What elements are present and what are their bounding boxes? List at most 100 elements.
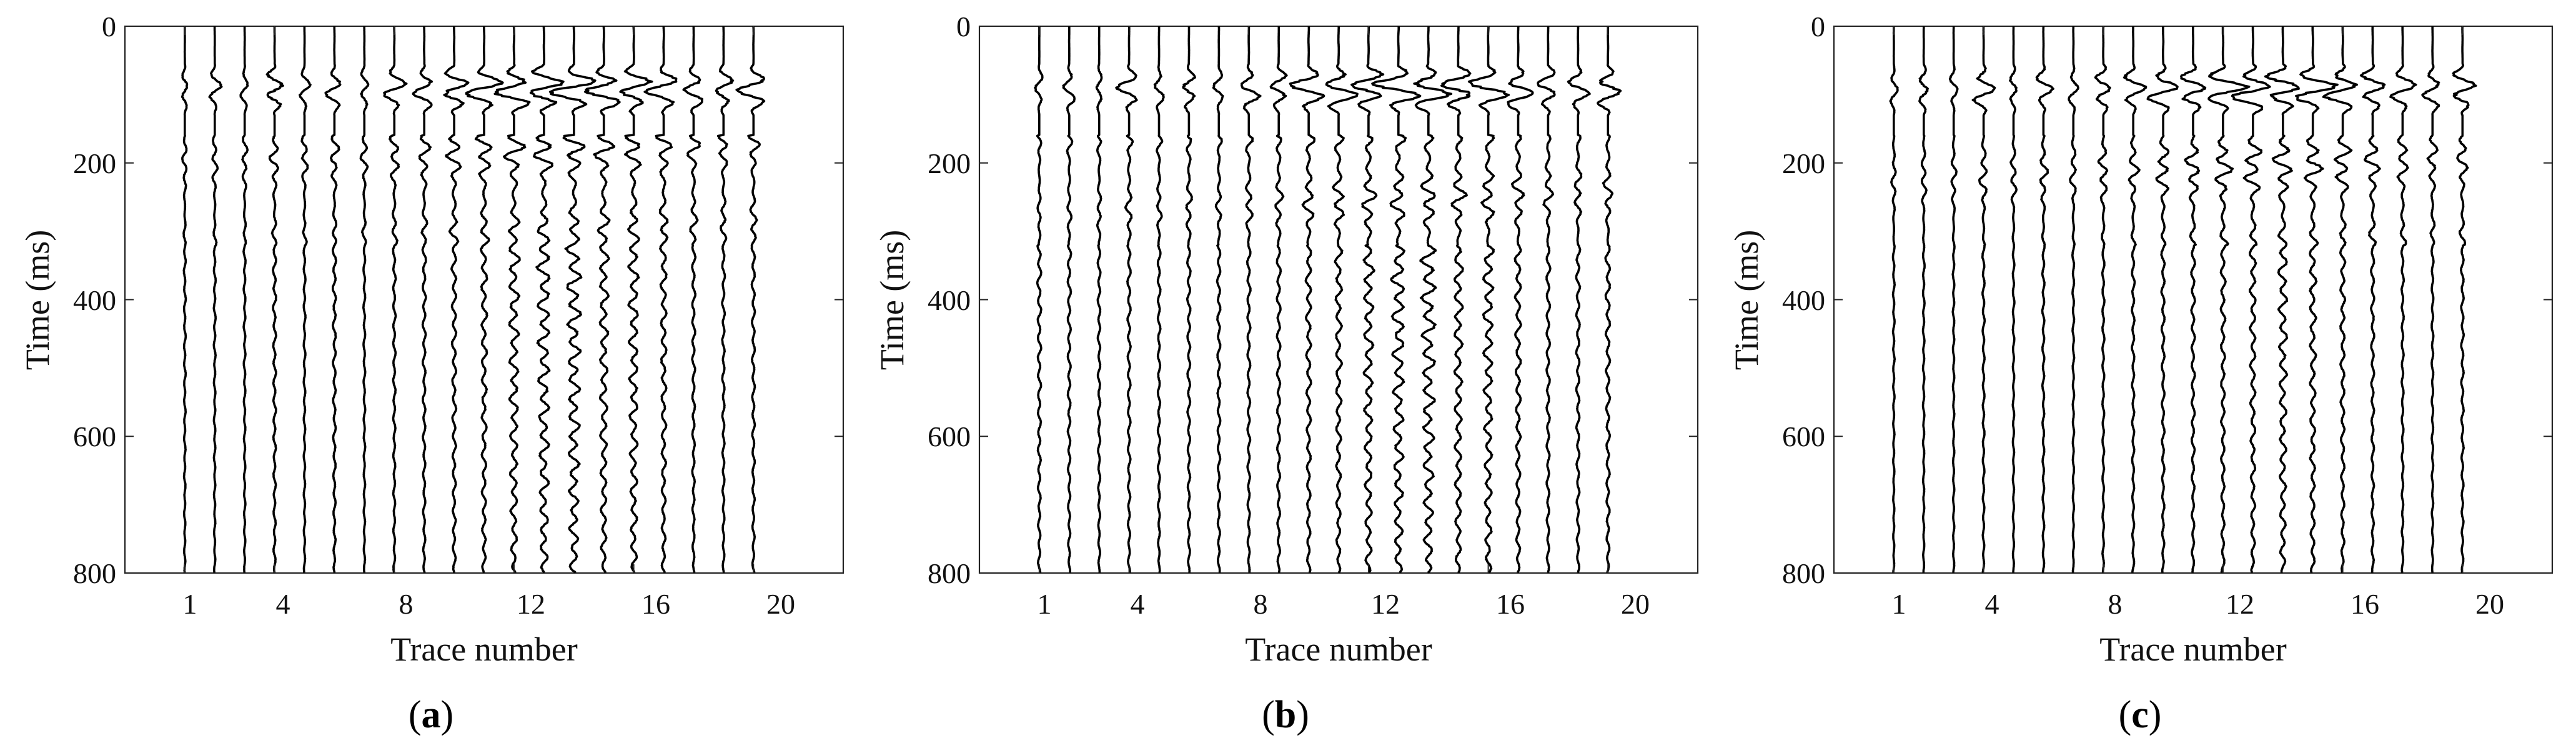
panel-label: (b)	[1262, 694, 1309, 736]
seismic-trace-7	[359, 26, 370, 573]
seismic-trace-3	[239, 26, 249, 573]
seismic-trace-5	[2009, 26, 2018, 573]
y-tick-labels: 0 200 400 600 800	[928, 11, 971, 589]
seismic-trace-11	[465, 26, 504, 574]
x-tick-labels: 1 4 8 12 16 20	[1892, 588, 2505, 620]
x-tick-label: 1	[183, 588, 197, 620]
seismic-trace-4	[1115, 26, 1138, 573]
seismic-trace-10	[2146, 26, 2179, 573]
seismic-trace-9	[2123, 26, 2147, 573]
seismic-trace-12	[493, 26, 531, 574]
panel-b: 0 200 400 600 800 1 4 8 12 16 20 Trace n…	[873, 11, 1699, 736]
x-axis-title: Trace number	[390, 631, 577, 668]
x-tick-label: 20	[2475, 588, 2504, 620]
seismic-trace-15	[2295, 26, 2339, 574]
seismic-trace-4	[265, 26, 284, 573]
seismic-trace-18	[2389, 26, 2417, 573]
seismic-trace-20	[1597, 26, 1622, 574]
y-axis-title: Time (ms)	[873, 230, 911, 371]
seismic-trace-1	[181, 26, 189, 573]
seismic-trace-5	[299, 26, 312, 573]
x-tick-label: 16	[2351, 588, 2379, 620]
seismic-trace-14	[548, 26, 597, 574]
seismic-trace-18	[1537, 26, 1556, 573]
x-tick-label: 4	[276, 588, 290, 620]
seismic-trace-8	[2094, 26, 2111, 573]
seismic-trace-10	[443, 26, 470, 574]
x-tick-label: 4	[1131, 588, 1145, 620]
seismic-trace-17	[643, 26, 678, 573]
seismic-trace-13	[529, 26, 565, 574]
x-axis-title: Trace number	[1245, 631, 1432, 668]
seismic-trace-15	[1440, 26, 1472, 574]
seismic-trace-2	[1918, 26, 1929, 573]
seismic-trace-1	[1889, 26, 1899, 573]
y-tick-label: 0	[956, 11, 971, 42]
x-tick-label: 20	[1621, 588, 1650, 620]
seismic-trace-16	[2322, 26, 2359, 574]
x-tick-label: 1	[1038, 588, 1052, 620]
y-tick-label: 200	[73, 147, 116, 179]
x-tick-label: 1	[1892, 588, 1906, 620]
trace-group	[1034, 26, 1622, 574]
seismic-trace-14	[2264, 26, 2300, 573]
seismic-trace-4	[1971, 26, 1996, 573]
seismic-trace-13	[2231, 26, 2271, 573]
seismic-trace-20	[2452, 26, 2477, 573]
seismic-trace-11	[2180, 26, 2207, 573]
seismic-trace-7	[2068, 26, 2079, 573]
seismic-trace-12	[2207, 26, 2251, 574]
seismic-trace-5	[1153, 26, 1165, 573]
seismic-trace-19	[715, 26, 735, 574]
panel-label: (c)	[2119, 694, 2162, 736]
y-axis-title: Time (ms)	[1728, 230, 1765, 371]
y-tick-labels: 0 200 400 600 800	[1782, 11, 1825, 589]
seismic-trace-15	[584, 26, 621, 574]
seismic-trace-2	[1062, 26, 1076, 573]
x-tick-label: 4	[1985, 588, 1999, 620]
seismic-trace-17	[1507, 26, 1534, 574]
trace-group	[1889, 26, 2477, 574]
y-tick-label: 0	[102, 11, 116, 42]
tick-marks	[979, 26, 1698, 574]
x-tick-label: 12	[1371, 588, 1400, 620]
x-tick-label: 16	[642, 588, 670, 620]
y-tick-label: 600	[73, 421, 116, 452]
x-tick-label: 8	[1254, 588, 1268, 620]
y-tick-label: 200	[1782, 147, 1825, 179]
y-tick-labels: 0 200 400 600 800	[73, 11, 116, 589]
seismic-trace-3	[1095, 26, 1103, 573]
seismic-trace-10	[1289, 26, 1325, 573]
seismic-trace-6	[2035, 26, 2054, 573]
seismic-trace-3	[1948, 26, 1959, 573]
y-tick-label: 0	[1811, 11, 1825, 42]
panel-label: (a)	[409, 694, 453, 736]
x-tick-label: 8	[399, 588, 414, 620]
y-tick-label: 600	[1782, 421, 1825, 452]
y-tick-label: 400	[73, 284, 116, 316]
x-tick-label: 20	[766, 588, 795, 620]
seismic-trace-8	[383, 26, 408, 574]
y-tick-label: 400	[928, 284, 971, 316]
trace-group	[181, 26, 766, 574]
x-tick-label: 8	[2108, 588, 2123, 620]
seismic-trace-11	[1325, 26, 1359, 574]
seismic-trace-9	[1269, 26, 1288, 573]
tick-marks	[1834, 26, 2552, 574]
seismic-trace-14	[1413, 26, 1453, 574]
panel-c: 0 200 400 600 800 1 4 8 12 16 20 Trace n…	[1728, 11, 2554, 736]
x-tick-labels: 1 4 8 12 16 20	[1038, 588, 1650, 620]
seismic-trace-6	[324, 26, 342, 573]
y-axis-title: Time (ms)	[19, 230, 56, 371]
seismic-trace-2	[208, 26, 223, 573]
y-tick-label: 600	[928, 421, 971, 452]
seismic-trace-19	[1567, 26, 1591, 574]
seismic-trace-9	[412, 26, 433, 573]
x-axis-title: Trace number	[2099, 631, 2286, 668]
seismic-trace-7	[1212, 26, 1224, 573]
x-tick-label: 12	[517, 588, 545, 620]
panel-a: 0 200 400 600 800 1 4 8 12 16 20 Trace n…	[19, 11, 845, 736]
seismic-trace-6	[1182, 26, 1196, 573]
x-tick-label: 16	[1496, 588, 1525, 620]
